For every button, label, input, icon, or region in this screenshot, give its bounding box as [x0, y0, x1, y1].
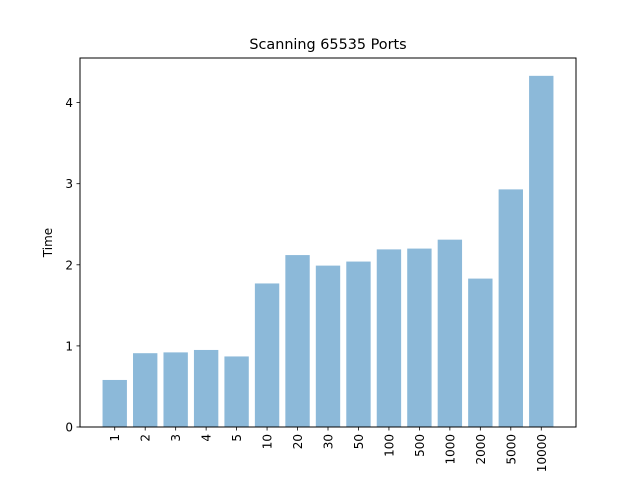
bar-500	[407, 248, 432, 427]
bar-5000	[498, 189, 523, 427]
x-tick-label: 2	[139, 434, 153, 442]
x-tick-label: 50	[352, 434, 366, 449]
bar-3	[163, 352, 188, 427]
x-tick-label: 1	[108, 434, 122, 442]
x-tick-label: 1000	[443, 434, 457, 465]
x-tick-label: 5000	[504, 434, 518, 465]
bar-4	[193, 349, 219, 427]
bars-group	[102, 75, 554, 427]
chart-title: Scanning 65535 Ports	[249, 37, 406, 53]
bar-10	[254, 283, 280, 427]
bar-20	[285, 255, 310, 427]
x-tick-label: 100	[382, 434, 396, 457]
x-tick-label: 3	[169, 434, 183, 442]
y-tick-label: 4	[65, 96, 73, 110]
y-tick-label: 1	[65, 339, 73, 353]
y-tick-label: 2	[65, 258, 73, 272]
bar-50	[346, 261, 371, 427]
bar-1	[102, 379, 127, 427]
y-tick-label: 0	[65, 421, 73, 435]
x-tick-label: 20	[291, 434, 305, 449]
x-tick-label: 500	[413, 434, 427, 457]
bar-10000	[529, 75, 554, 427]
bar-2000	[468, 278, 493, 427]
x-tick-label: 5	[230, 434, 244, 442]
bar-2	[133, 353, 158, 427]
x-axis-ticks: 1 2 3 4 5 10 20 30 50 100 500 1000 2000 5000 10000	[108, 427, 549, 472]
x-tick-label: 30	[322, 434, 336, 449]
x-tick-label: 10000	[535, 434, 549, 472]
x-tick-label: 4	[200, 434, 214, 442]
bar-100	[376, 249, 402, 427]
y-axis-label: Time	[41, 228, 55, 258]
bar-5	[224, 356, 249, 427]
bar-30	[315, 265, 341, 427]
x-tick-label: 2000	[474, 434, 488, 465]
x-tick-label: 10	[261, 434, 275, 449]
y-tick-label: 3	[65, 177, 73, 191]
y-axis-ticks: 0 1 2 3 4	[65, 96, 80, 435]
plot-frame	[79, 57, 577, 428]
bar-1000	[437, 239, 463, 427]
